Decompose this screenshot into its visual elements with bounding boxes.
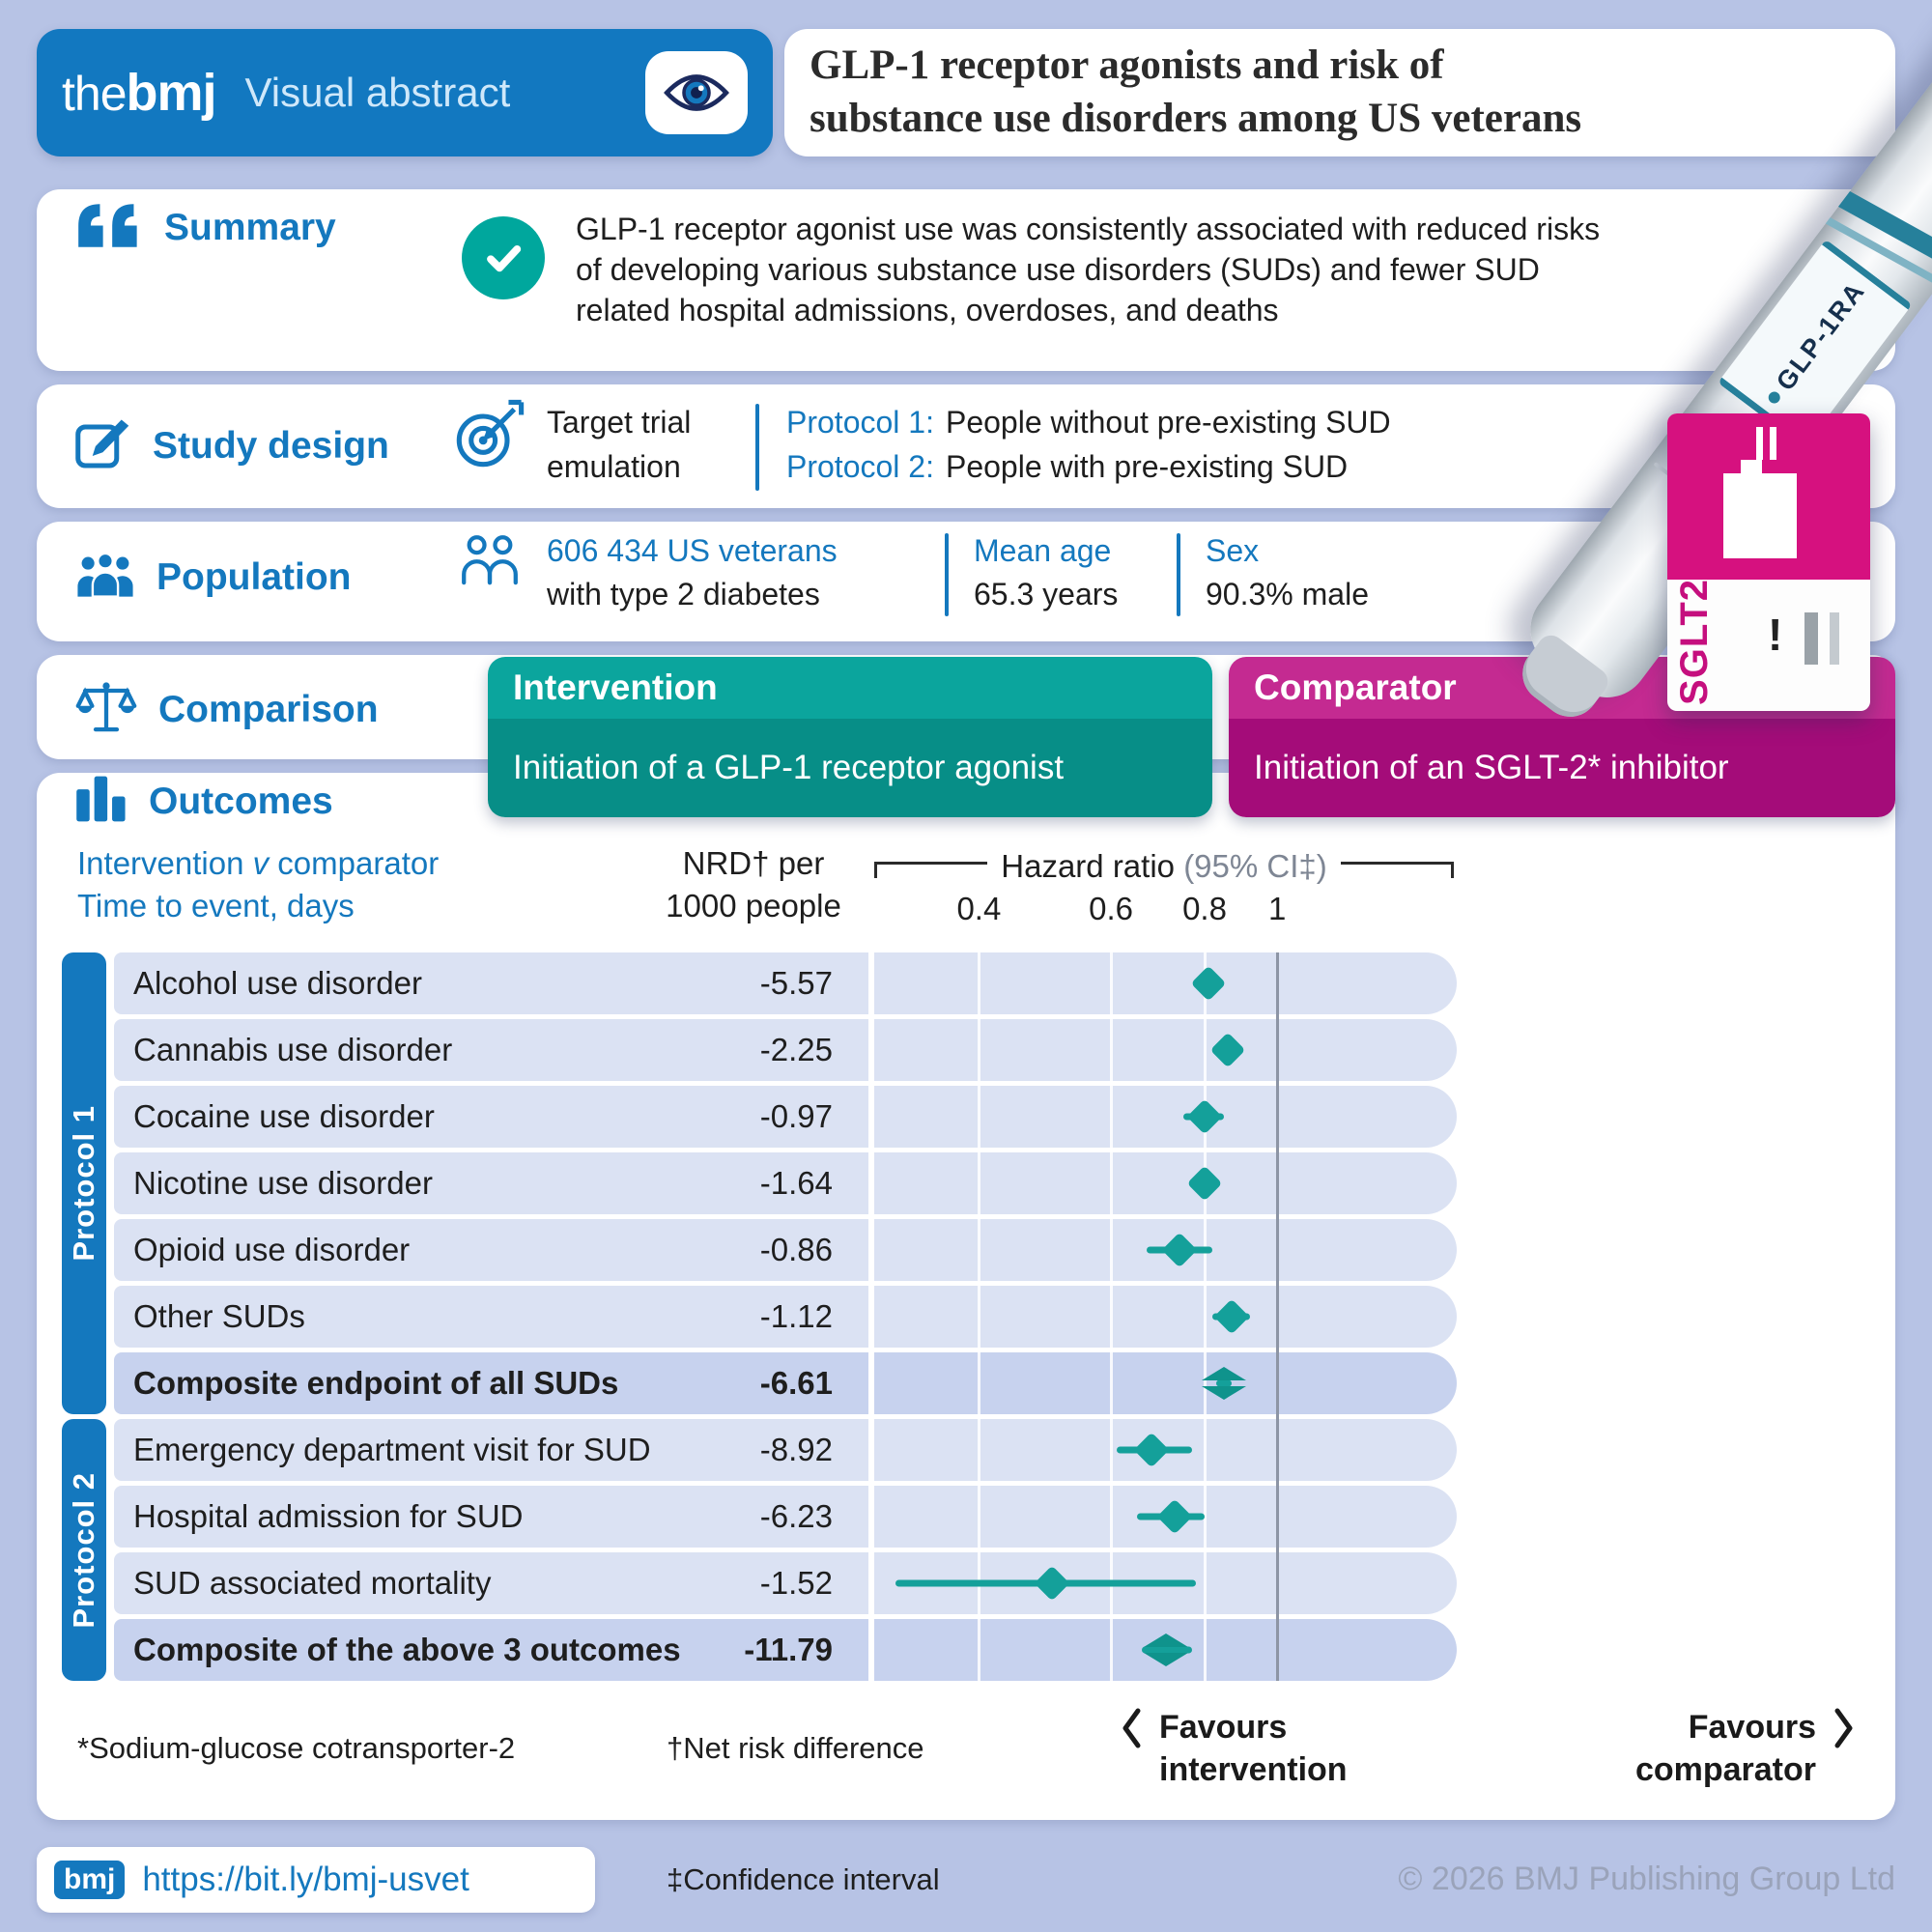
protocol-1-group-bar: Protocol 1	[62, 952, 106, 1414]
study-method: Target trial emulation	[547, 400, 691, 489]
quote-icon	[75, 201, 143, 255]
page-title-line2: substance use disorders among US veteran…	[810, 96, 1582, 141]
method-line1: Target trial	[547, 405, 692, 440]
sex-label: Sex	[1206, 533, 1260, 568]
favours-comparator: Favours comparator	[1635, 1706, 1857, 1791]
favours-intervention-text: Favours intervention	[1159, 1709, 1348, 1788]
pencil-square-icon	[75, 417, 131, 475]
method-line2: emulation	[547, 449, 681, 484]
nrd-column-header: NRD† per 1000 people	[628, 842, 879, 927]
two-people-outline-icon	[458, 533, 522, 592]
protocol1-label: Protocol 1:	[786, 405, 934, 440]
target-icon	[452, 398, 526, 476]
population-count-value: 606 434 US veterans	[547, 533, 838, 568]
outcomes-section-header: Outcomes	[75, 775, 333, 828]
bmj-header-banner: the bmj Visual abstract	[37, 29, 773, 156]
comparator-text: Initiation of an SGLT-2* inhibitor	[1229, 719, 1895, 817]
bmj-logo: the bmj	[62, 63, 217, 123]
chevron-right-icon	[1832, 1706, 1857, 1755]
sex-value: 90.3% male	[1206, 577, 1369, 611]
comparison-header-line2: Time to event, days	[77, 888, 355, 923]
box-decoration	[1830, 612, 1839, 665]
comparison-header-line1: Intervention v comparator	[77, 845, 440, 881]
comparison-section-header: Comparison	[75, 680, 379, 739]
footnote-nrd: †Net risk difference	[667, 1731, 924, 1765]
population-section-header: Population	[75, 551, 351, 604]
protocol1-text: People without pre-existing SUD	[945, 405, 1391, 440]
bmj-logo-bmj: bmj	[126, 64, 217, 122]
population-age: Mean age 65.3 years	[974, 529, 1118, 616]
hazard-ratio-label: Hazard ratio (95% CI‡)	[1001, 848, 1327, 884]
bar-chart-icon	[75, 775, 128, 828]
comparison-label: Comparison	[158, 688, 379, 730]
summary-label: Summary	[164, 207, 336, 248]
study-design-section-header: Study design	[75, 417, 389, 475]
chevron-left-icon	[1119, 1706, 1144, 1755]
sglt2-box-graphic: SGLT2 !	[1667, 413, 1870, 711]
protocol1-line: Protocol 1: People without pre-existing S…	[786, 400, 1391, 444]
checkmark-icon	[462, 216, 545, 299]
plot-left-header: Intervention v comparator Time to event,…	[77, 842, 439, 927]
protocols: Protocol 1: People without pre-existing S…	[786, 400, 1391, 489]
hazard-ratio-axis-header: Hazard ratio (95% CI‡)	[874, 848, 1455, 885]
footnote-sglt: *Sodium-glucose cotransporter-2	[77, 1731, 516, 1765]
sglt2-box-top	[1667, 413, 1870, 580]
population-count-detail: with type 2 diabetes	[547, 577, 820, 611]
age-label: Mean age	[974, 533, 1112, 568]
population-sex: Sex 90.3% male	[1206, 529, 1369, 616]
exclamation-mark: !	[1768, 610, 1783, 660]
people-icon	[75, 551, 135, 604]
footer-url-card: bmj https://bit.ly/bmj-usvet	[37, 1847, 595, 1913]
footnote-ci: ‡Confidence interval	[667, 1862, 940, 1896]
summary-text: GLP-1 receptor agonist use was consisten…	[576, 212, 1601, 327]
divider	[1177, 533, 1180, 616]
box-decoration	[1756, 427, 1763, 460]
visual-abstract-label: Visual abstract	[244, 70, 511, 115]
protocol2-text: People with pre-existing SUD	[945, 449, 1349, 484]
intervention-title: Intervention	[488, 657, 1212, 719]
favours-intervention: Favours intervention	[1119, 1706, 1348, 1791]
protocol2-label: Protocol 2:	[786, 449, 934, 484]
favours-comparator-text: Favours comparator	[1634, 1709, 1816, 1788]
nrd-header-line2: 1000 people	[666, 888, 841, 923]
box-decoration	[1723, 460, 1797, 558]
nrd-header-line1: NRD† per	[682, 845, 825, 881]
protocol-1-group-label: Protocol 1	[67, 1105, 100, 1262]
bracket-left-arm	[874, 862, 988, 878]
intervention-box: Intervention Initiation of a GLP-1 recep…	[488, 657, 1212, 817]
sglt2-label: SGLT2	[1673, 579, 1716, 705]
sglt2-box-bottom: SGLT2 !	[1667, 579, 1870, 711]
footer-url-link[interactable]: https://bit.ly/bmj-usvet	[142, 1861, 469, 1898]
page-title-line1: GLP-1 receptor agonists and risk of	[810, 43, 1444, 88]
eye-icon	[645, 51, 748, 134]
age-value: 65.3 years	[974, 577, 1119, 611]
bmj-logo-the: the	[62, 67, 128, 121]
bmj-chip-logo: bmj	[54, 1861, 126, 1899]
copyright-text: © 2026 BMJ Publishing Group Ltd	[1398, 1861, 1895, 1897]
box-decoration	[1770, 427, 1776, 460]
bracket-right-arm	[1340, 862, 1455, 878]
title-card: GLP-1 receptor agonists and risk of subs…	[784, 29, 1895, 156]
scales-icon	[75, 680, 137, 739]
outcomes-label: Outcomes	[149, 780, 333, 822]
intervention-text: Initiation of a GLP-1 receptor agonist	[488, 719, 1212, 817]
divider	[945, 533, 949, 616]
box-decoration	[1804, 612, 1818, 665]
summary-section-header: Summary	[75, 201, 336, 255]
protocol2-line: Protocol 2: People with pre-existing SUD	[786, 444, 1391, 489]
population-count: 606 434 US veterans with type 2 diabetes	[547, 529, 838, 616]
population-label: Population	[156, 555, 352, 598]
outcomes-card	[37, 773, 1895, 1820]
protocol-2-group-label: Protocol 2	[67, 1471, 100, 1629]
divider	[755, 404, 759, 491]
study-design-label: Study design	[153, 425, 389, 467]
protocol-2-group-bar: Protocol 2	[62, 1419, 106, 1681]
